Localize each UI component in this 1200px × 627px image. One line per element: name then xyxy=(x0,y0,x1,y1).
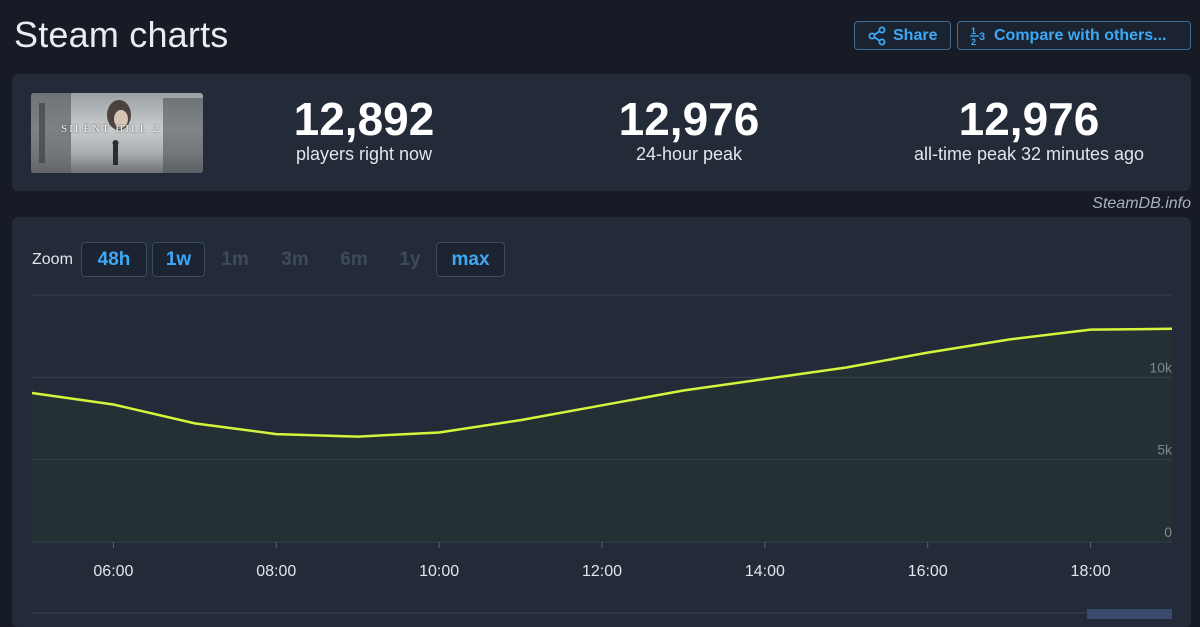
all-time-peak-label: all-time peak 32 minutes ago xyxy=(913,144,1145,164)
compare-button[interactable]: 1 2 3 Compare with others... xyxy=(957,21,1191,50)
zoom-48h-button[interactable]: 48h xyxy=(81,242,147,277)
y-tick-label: 5k xyxy=(1157,442,1173,458)
game-logo-text: SILENT HILL 2 xyxy=(61,123,161,135)
zoom-label: Zoom xyxy=(32,251,73,268)
peak-24h-label: 24-hour peak xyxy=(635,144,743,164)
zoom-3m-button: 3m xyxy=(281,248,309,270)
all-time-peak-stat: 12,976 all-time peak 32 minutes ago xyxy=(874,92,1184,165)
zoom-6m-button: 6m xyxy=(340,248,368,270)
players-now-stat: 12,892 players right now xyxy=(274,92,454,165)
navigator-handle xyxy=(1087,609,1172,619)
x-tick-label: 06:00 xyxy=(93,563,133,580)
all-time-peak-value: 12,976 xyxy=(958,93,1100,145)
share-button[interactable]: Share xyxy=(854,21,951,50)
players-now-label: players right now xyxy=(295,144,433,164)
share-icon xyxy=(867,26,887,46)
zoom-1y-button: 1y xyxy=(399,248,421,270)
players-now-value: 12,892 xyxy=(293,93,435,145)
svg-text:1: 1 xyxy=(971,26,976,36)
svg-text:2: 2 xyxy=(971,37,976,47)
compare-icon: 1 2 3 xyxy=(970,25,988,47)
x-tick-label: 08:00 xyxy=(256,563,296,580)
peak-24h-stat: 12,976 24-hour peak xyxy=(599,92,779,165)
y-tick-label: 0 xyxy=(1164,524,1172,540)
x-tick-label: 16:00 xyxy=(908,563,948,580)
share-label: Share xyxy=(893,26,938,44)
x-tick-label: 10:00 xyxy=(419,563,459,580)
player-count-chart[interactable]: 0 5k 10k 06:00 08:00 10:00 12:00 14:00 16:00 18:0… xyxy=(12,217,1191,619)
zoom-1w-button[interactable]: 1w xyxy=(152,242,205,277)
chart-panel: Zoom 48h 1w 1m 3m 6m 1y max 0 5k 10k 06:00 0… xyxy=(12,217,1191,627)
page-title: Steam charts xyxy=(14,14,229,55)
peak-24h-value: 12,976 xyxy=(618,93,760,145)
series-line xyxy=(31,327,1173,438)
stats-panel: SILENT HILL 2 12,892 players right now 1… xyxy=(12,74,1191,191)
series-area xyxy=(32,328,1172,542)
compare-label: Compare with others... xyxy=(994,26,1167,44)
y-tick-label: 10k xyxy=(1149,359,1173,375)
zoom-1m-button: 1m xyxy=(221,248,249,270)
game-capsule-image[interactable]: SILENT HILL 2 xyxy=(31,93,203,173)
zoom-max-button[interactable]: max xyxy=(436,242,505,277)
x-tick-label: 12:00 xyxy=(582,563,622,580)
x-tick-label: 18:00 xyxy=(1071,563,1111,580)
steamdb-credit[interactable]: SteamDB.info xyxy=(1092,195,1191,212)
x-tick-label: 14:00 xyxy=(745,563,785,580)
svg-text:3: 3 xyxy=(979,31,985,43)
